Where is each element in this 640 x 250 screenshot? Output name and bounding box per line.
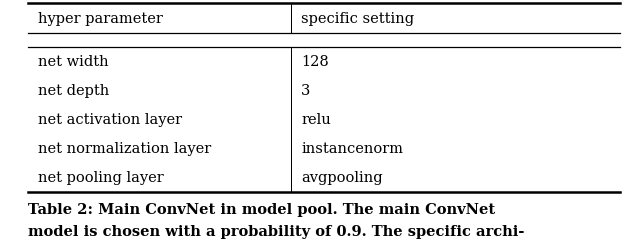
Text: 128: 128 (301, 55, 329, 69)
Text: 3: 3 (301, 84, 310, 98)
Text: hyper parameter: hyper parameter (38, 12, 163, 26)
Text: net pooling layer: net pooling layer (38, 171, 164, 185)
Text: model is chosen with a probability of 0.9. The specific archi-: model is chosen with a probability of 0.… (28, 224, 524, 238)
Text: relu: relu (301, 113, 331, 127)
Text: specific setting: specific setting (301, 12, 414, 26)
Text: net activation layer: net activation layer (38, 113, 182, 127)
Text: instancenorm: instancenorm (301, 142, 403, 156)
Text: avgpooling: avgpooling (301, 171, 383, 185)
Text: net normalization layer: net normalization layer (38, 142, 211, 156)
Text: net depth: net depth (38, 84, 109, 98)
Text: net width: net width (38, 55, 109, 69)
Text: Table 2: Main ConvNet in model pool. The main ConvNet: Table 2: Main ConvNet in model pool. The… (28, 202, 495, 216)
